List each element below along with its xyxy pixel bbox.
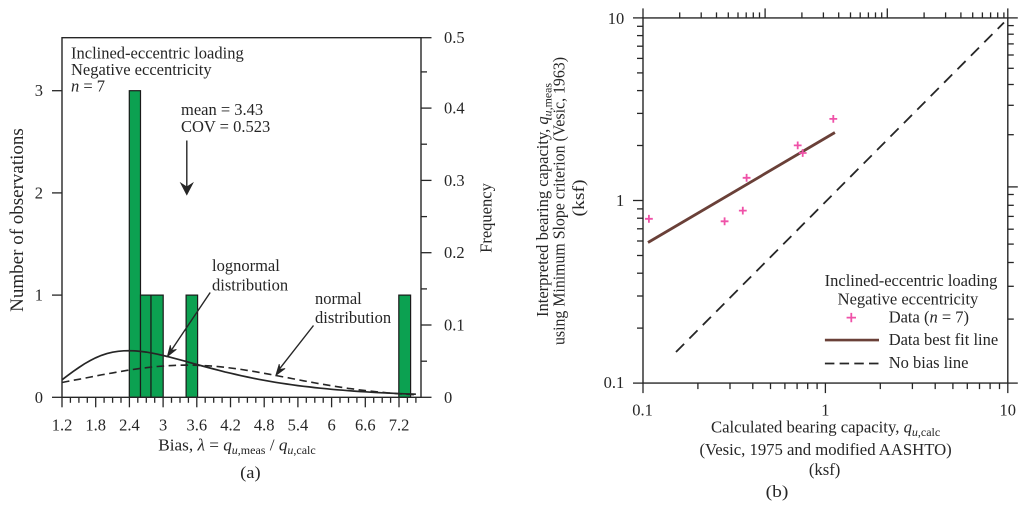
- svg-text:1.8: 1.8: [85, 416, 106, 435]
- svg-text:(b): (b): [766, 482, 789, 501]
- svg-text:1: 1: [821, 401, 829, 420]
- svg-text:(Vesic, 1975 and modified AASH: (Vesic, 1975 and modified AASHTO): [699, 440, 951, 459]
- svg-text:(ksf): (ksf): [809, 460, 841, 479]
- svg-text:0.4: 0.4: [444, 99, 465, 118]
- svg-text:5.4: 5.4: [288, 416, 309, 435]
- svg-text:0.1: 0.1: [632, 401, 653, 420]
- svg-text:Number of observations: Number of observations: [7, 128, 28, 312]
- svg-text:0.3: 0.3: [444, 171, 465, 190]
- svg-text:Data best fit line: Data best fit line: [889, 330, 999, 349]
- svg-text:Interpreted bearing capacity,: Interpreted bearing capacity, qu,meas: [533, 83, 555, 317]
- svg-text:Frequency: Frequency: [477, 182, 496, 252]
- svg-text:Inclined-eccentric loading: Inclined-eccentric loading: [825, 271, 998, 290]
- svg-text:n = 7: n = 7: [71, 77, 105, 96]
- svg-text:Negative eccentricity: Negative eccentricity: [71, 60, 212, 79]
- svg-text:2.4: 2.4: [119, 416, 140, 435]
- svg-text:Data (n = 7): Data (n = 7): [889, 308, 969, 327]
- svg-text:3.6: 3.6: [186, 416, 207, 435]
- svg-text:Calculated bearing capacity, q: Calculated bearing capacity, qu,calc: [711, 418, 940, 440]
- svg-text:0: 0: [35, 388, 43, 407]
- svg-text:Negative eccentricity: Negative eccentricity: [838, 290, 979, 309]
- svg-text:10: 10: [608, 9, 625, 28]
- svg-text:1: 1: [616, 191, 624, 210]
- svg-text:distribution: distribution: [315, 308, 391, 327]
- svg-text:0.1: 0.1: [444, 316, 465, 335]
- svg-text:10: 10: [1000, 401, 1017, 420]
- svg-text:(a): (a): [240, 463, 261, 482]
- svg-text:No bias line: No bias line: [889, 353, 969, 372]
- svg-text:0.5: 0.5: [444, 28, 465, 47]
- svg-text:using Minimum Slope criterion: using Minimum Slope criterion (Vesic, 19…: [550, 57, 569, 345]
- svg-text:distribution: distribution: [212, 276, 288, 295]
- svg-text:lognormal: lognormal: [212, 256, 280, 275]
- svg-text:3: 3: [35, 81, 43, 100]
- svg-text:6.6: 6.6: [355, 416, 376, 435]
- svg-text:2: 2: [35, 183, 43, 202]
- svg-text:0: 0: [444, 388, 452, 407]
- svg-text:1: 1: [35, 286, 43, 305]
- svg-text:0.1: 0.1: [604, 373, 625, 392]
- svg-text:Inclined-eccentric loading: Inclined-eccentric loading: [71, 44, 244, 63]
- svg-text:1.2: 1.2: [52, 416, 73, 435]
- svg-text:3: 3: [159, 416, 167, 435]
- svg-text:mean = 3.43: mean = 3.43: [181, 100, 263, 119]
- svg-text:4.8: 4.8: [254, 416, 275, 435]
- svg-text:COV = 0.523: COV = 0.523: [181, 117, 270, 136]
- svg-text:Bias, λ = qu,meas / qu,calc: Bias, λ = qu,meas / qu,calc: [158, 436, 315, 458]
- svg-text:4.2: 4.2: [220, 416, 241, 435]
- svg-text:0.2: 0.2: [444, 243, 465, 262]
- svg-text:(ksf): (ksf): [569, 180, 588, 217]
- svg-text:6: 6: [327, 416, 335, 435]
- svg-text:normal: normal: [315, 289, 362, 308]
- svg-text:7.2: 7.2: [389, 416, 410, 435]
